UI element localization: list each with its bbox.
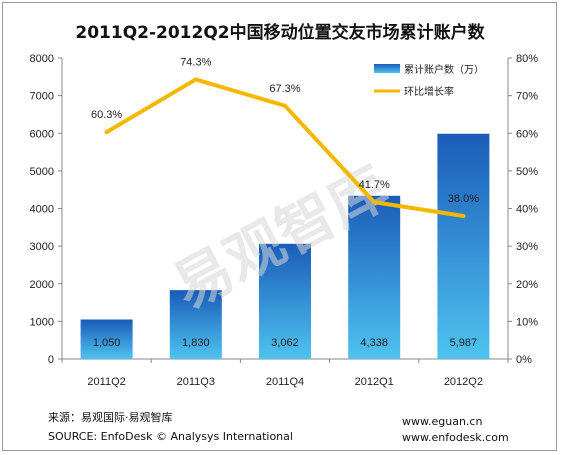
bar-value-label: 5,987 [450,337,478,349]
bar-series [80,133,490,359]
y-right-tick-label: 70% [516,91,538,103]
y-left-tick-label: 2000 [30,279,54,291]
line-value-label: 38.0% [448,193,479,205]
line-point [372,200,377,205]
y-left-tick-label: 7000 [30,91,54,103]
y-left-tick-label: 5000 [30,166,54,178]
url-eguan: www.eguan.cn [402,415,482,428]
url-enfodesk: www.enfodesk.com [402,431,509,444]
bar-value-label: 4,338 [360,337,388,349]
y-right-tick-label: 10% [516,316,538,328]
y-left-tick-label: 1000 [30,316,54,328]
source-cn: 来源：易观国际·易观智库 [48,410,173,424]
line-point [461,214,466,219]
y-right-tick-label: 50% [516,166,538,178]
x-tick-label: 2012Q1 [355,376,394,388]
line-point [283,103,287,108]
bar-value-label: 1,050 [93,337,121,349]
bar-value-label: 3,062 [271,337,299,349]
source-en: SOURCE: EnfoDesk © Analysys Internationa… [48,430,293,443]
y-right-tick-label: 20% [516,279,538,291]
x-tick-label: 2011Q4 [266,376,304,388]
bar [437,133,490,359]
x-tick-label: 2011Q3 [177,376,215,388]
line-value-label: 41.7% [359,179,390,191]
line-value-label: 60.3% [91,109,122,121]
y-right-tick-label: 30% [516,241,538,253]
legend-swatch-bar [374,64,400,73]
bar [80,319,133,359]
legend: 累计账户数（万） 环比增长率 [374,63,484,98]
y-left-tick-label: 3000 [30,241,54,253]
bar [169,290,222,359]
line-point [104,130,109,135]
legend-label-line: 环比增长率 [404,85,454,98]
line-point [193,77,198,82]
line-series [104,77,466,219]
axes: 0 1000 2000 3000 4000 5000 6000 7000 8000 0% 10% 20… [30,53,539,388]
x-tick-label: 2012Q2 [444,376,483,388]
line-value-label: 74.3% [180,56,211,68]
bar [348,195,401,359]
y-left-tick-label: 8000 [30,53,54,65]
y-right-tick-label: 0% [516,354,532,366]
chart-title: 2011Q2-2012Q2中国移动位置交友市场累计账户数 [75,22,485,43]
bar [259,243,311,359]
y-right-tick-label: 60% [516,128,538,140]
y-left-tick-label: 0 [48,354,54,366]
line-value-label: 67.3% [269,83,300,95]
y-right-tick-label: 40% [516,204,538,216]
y-right-tick-label: 80% [516,53,538,65]
bar-value-label: 1,830 [182,337,210,349]
legend-label-bar: 累计账户数（万） [404,63,484,76]
y-left-tick-label: 6000 [30,128,54,140]
data-labels: 1,050 1,830 3,062 4,338 5,987 60.3% 74.3% 67.3%… [91,56,479,349]
y-left-tick-label: 4000 [30,204,54,216]
x-tick-label: 2011Q2 [87,376,125,388]
